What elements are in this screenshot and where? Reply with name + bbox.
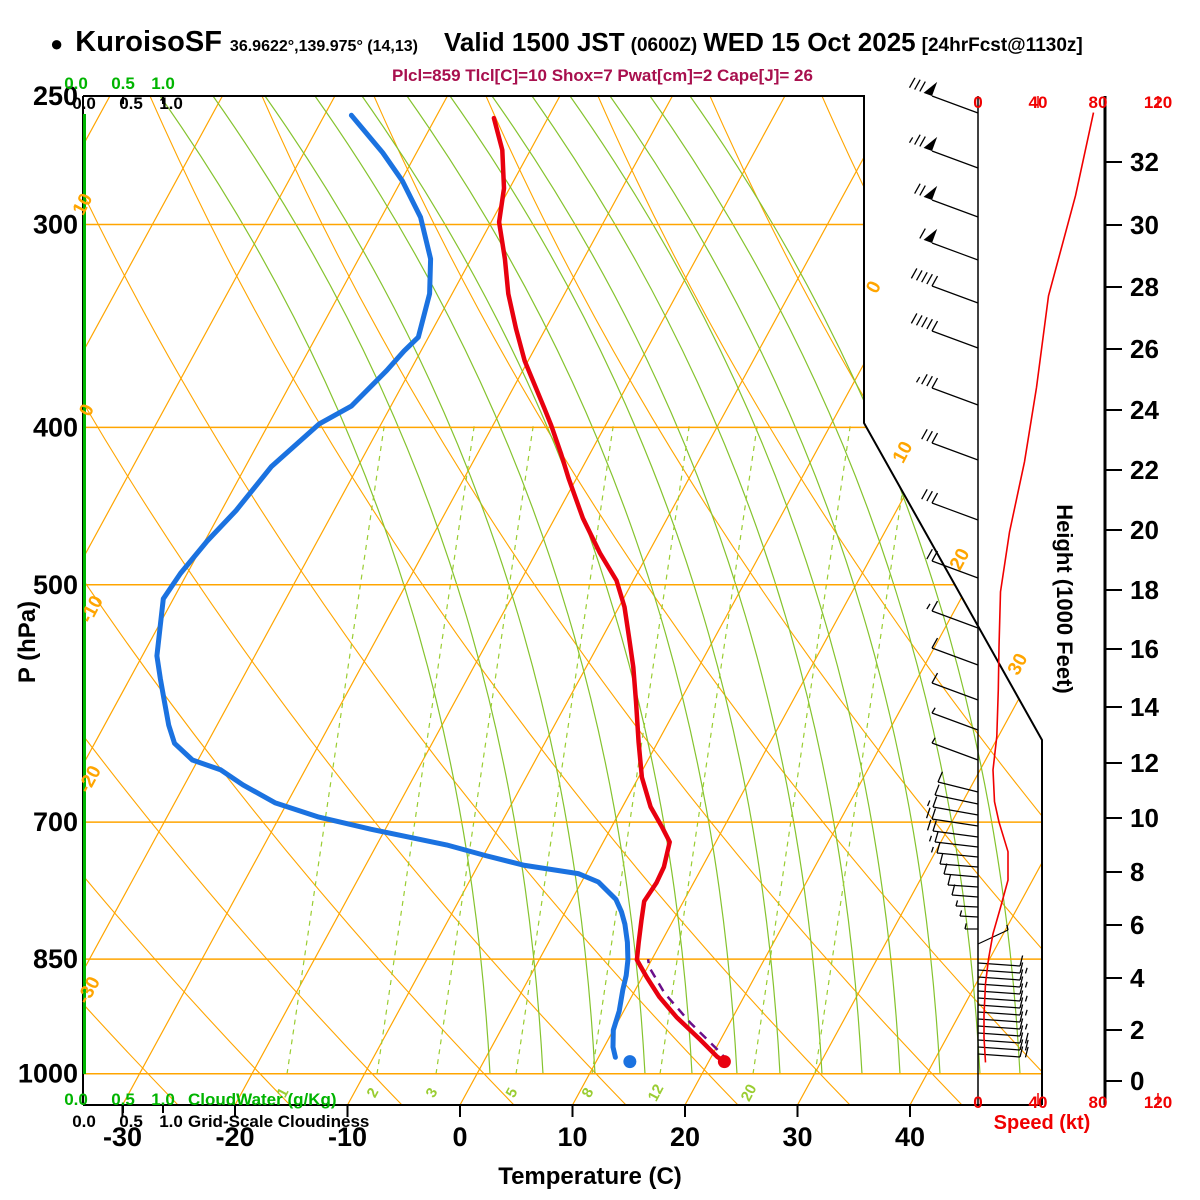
mixing-ratio-label: 3 [423,1085,442,1100]
temperature-profile-line [491,115,727,1064]
isotherm-label: 10 [889,438,917,467]
speed-tick-label-top: 120 [1144,93,1172,112]
mixing-ratio-label: 2 [364,1085,383,1100]
isotherm-label: -10 [76,592,107,626]
pressure-axis-caption: P (hPa) [14,600,41,684]
cloudiness-scale-bottom: 0.0 [72,1112,96,1131]
grid-lines [83,96,1042,1105]
mixing-ratio-label: 12 [645,1082,668,1105]
height-tick-label: 22 [1130,455,1159,485]
valid-date: WED 15 Oct 2025 [703,27,916,57]
height-tick-label: 6 [1130,910,1144,940]
pressure-tick-label: 850 [33,944,78,974]
pressure-tick-label: 500 [33,570,78,600]
wind-barbs [908,77,1029,1058]
pressure-tick-label: 700 [33,807,78,837]
temperature-tick-label: 40 [895,1122,925,1152]
cloudiness-scale-bottom: 1.0 [159,1112,183,1131]
speed-tick-label-top: 40 [1029,93,1048,112]
speed-tick-label-bottom: 120 [1144,1093,1172,1112]
height-tick-label: 26 [1130,334,1159,364]
temperature-tick-label: 10 [557,1122,587,1152]
temperature-tick-label: -30 [103,1122,142,1152]
forecast-init-tag: [24hrFcst@1130z] [921,35,1083,56]
height-tick-label: 2 [1130,1015,1144,1045]
cloudwater-scale-bottom: 0.0 [64,1090,88,1109]
height-tick-label: 4 [1130,963,1145,993]
height-tick-label: 0 [1130,1066,1144,1096]
temperature-tick-label: 0 [452,1122,467,1152]
isotherm-label: 30 [1004,650,1032,679]
height-tick-label: 30 [1130,210,1159,240]
derived-parameters-line: Plcl=859 Tlcl[C]=10 Shox=7 Pwat[cm]=2 Ca… [392,66,813,85]
mixing-ratio-label: 8 [579,1085,598,1100]
temperature-tick-label: -20 [215,1122,254,1152]
wind-speed-profile-line [983,112,1095,1063]
cloudwater-scale-top: 0.0 [64,74,88,93]
station-coordinates: 36.9622°,139.975° (14,13) [229,38,418,55]
isotherm-label: 0 [75,401,99,420]
speed-tick-label-bottom: 0 [973,1093,982,1112]
mixing-ratio-label: 20 [738,1082,761,1105]
isotherm-label: -20 [74,762,105,796]
valid-time-main: Valid 1500 JST [443,27,625,57]
isotherm-label: 0 [862,278,886,297]
profiles [154,112,1095,1069]
cloudiness-legend-label: Grid-Scale Cloudiness [188,1112,370,1131]
height-tick-label: 10 [1130,803,1159,833]
speed-tick-label-bottom: 40 [1029,1093,1048,1112]
cloudiness-scale-top: 1.0 [159,94,183,113]
isotherm-label: -30 [73,973,104,1007]
speed-tick-label-top: 0 [973,93,982,112]
temperature-tick-label: 30 [782,1122,812,1152]
height-tick-label: 28 [1130,272,1159,302]
height-tick-label: 18 [1130,575,1159,605]
isotherm-label: 20 [946,545,974,574]
valid-time-utc: (0600Z) [630,35,698,56]
height-tick-label: 20 [1130,515,1159,545]
cloudwater-legend-label: CloudWater (g/Kg) [188,1090,337,1109]
height-tick-label: 8 [1130,857,1144,887]
pressure-tick-label: 250 [33,81,78,111]
height-tick-label: 14 [1130,692,1159,722]
surface-dewpoint-dot [623,1055,637,1069]
cloudwater-scale-top: 0.5 [111,74,135,93]
title-row: ● KuroisoSF 36.9622°,139.975° (14,13) Va… [50,26,1089,59]
temperature-tick-label: -10 [328,1122,367,1152]
pressure-tick-label: 1000 [18,1059,78,1089]
cloudwater-scale-bottom: 1.0 [151,1090,175,1109]
station-name: KuroisoSF [75,26,222,58]
speed-tick-label-bottom: 80 [1089,1093,1108,1112]
temperature-axis-caption: Temperature (C) [498,1163,682,1190]
pressure-tick-label: 400 [33,412,78,442]
speed-tick-label-top: 80 [1089,93,1108,112]
height-axis-caption: Height (1000 Feet) [1052,504,1077,694]
height-tick-label: 32 [1130,147,1159,177]
dewpoint-profile-line [154,112,631,1060]
height-tick-label: 12 [1130,748,1159,778]
height-tick-label: 16 [1130,634,1159,664]
cloudiness-scale-top: 0.0 [72,94,96,113]
speed-axis-caption: Speed (kt) [993,1112,1091,1134]
mixing-ratio-label: 5 [503,1085,522,1100]
cloudiness-scale-top: 0.5 [119,94,143,113]
plot-borders-and-axes [82,95,1159,1117]
cloudwater-scale-bottom: 0.5 [111,1090,135,1109]
cloudwater-scale-top: 1.0 [151,74,175,93]
station-bullet-icon: ● [50,31,64,56]
temperature-tick-label: 20 [670,1122,700,1152]
height-tick-label: 24 [1130,395,1159,425]
surface-temperature-dot [717,1055,731,1069]
cloudiness-scale-bottom: 0.5 [119,1112,143,1131]
pressure-tick-label: 300 [33,209,78,239]
